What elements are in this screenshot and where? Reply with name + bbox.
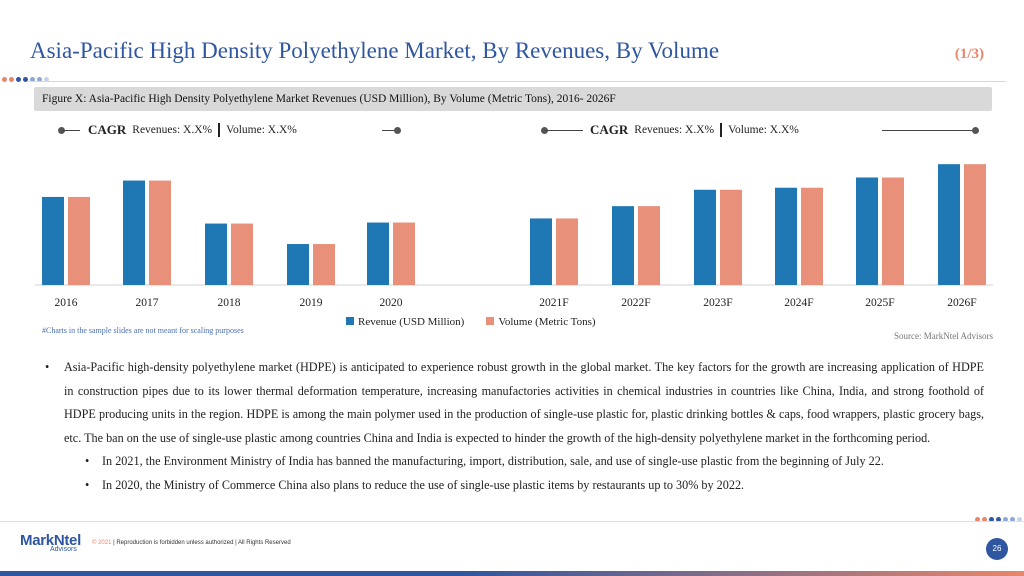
x-tick-label: 2024F <box>784 297 813 309</box>
bullet-sub-2: In 2020, the Ministry of Commerce China … <box>85 474 984 498</box>
bar-revenue-2020 <box>367 222 389 285</box>
company-logo: MarkNtel Advisors <box>20 532 81 553</box>
x-tick-label: 2016 <box>55 297 78 309</box>
bar-volume-2020 <box>393 222 415 285</box>
bar-revenue-2021F <box>530 218 552 285</box>
bar-volume-2017 <box>149 180 171 285</box>
bar-revenue-2016 <box>42 196 64 285</box>
logo-mark: MarkNtel <box>20 532 81 549</box>
bar-revenue-2025F <box>856 177 878 285</box>
cagr-right-line-a <box>545 130 583 131</box>
legend-item-revenue: Revenue (USD Million) <box>346 316 464 328</box>
bar-volume-2026F <box>964 164 986 285</box>
bar-volume-2016 <box>68 196 90 285</box>
bar-volume-2023F <box>720 189 742 285</box>
cagr-volume: Volume: X.X% <box>728 124 799 136</box>
x-tick-label: 2020 <box>380 297 403 309</box>
cagr-left-start-knob <box>58 127 65 134</box>
cagr-volume: Volume: X.X% <box>226 124 297 136</box>
cagr-right: CAGR Revenues: X.X% Volume: X.X% <box>590 122 799 138</box>
decorative-dots <box>2 77 49 82</box>
cagr-separator <box>218 123 221 137</box>
page-title: Asia-Pacific High Density Polyethylene M… <box>30 38 720 63</box>
bar-volume-2019 <box>313 244 335 285</box>
legend-item-volume: Volume (Metric Tons) <box>486 316 596 328</box>
cagr-right-line-b <box>882 130 974 131</box>
x-tick-label: 2018 <box>218 297 241 309</box>
cagr-right-start-knob <box>541 127 548 134</box>
chart-note: #Charts in the sample slides are not mea… <box>42 326 244 335</box>
cagr-revenues: Revenues: X.X% <box>634 124 715 136</box>
bar-volume-2021F <box>556 218 578 285</box>
bar-revenue-2022F <box>612 206 634 285</box>
chart-legend: Revenue (USD Million) Volume (Metric Ton… <box>346 316 596 328</box>
legend-swatch-volume <box>486 317 495 325</box>
x-tick-label: 2019 <box>300 297 323 309</box>
bar-revenue-2018 <box>205 223 227 285</box>
bar-volume-2022F <box>638 206 660 285</box>
bullet-main: Asia-Pacific high-density polyethylene m… <box>45 356 984 450</box>
cagr-left-line-b <box>382 130 398 131</box>
bar-revenue-2024F <box>775 187 797 285</box>
cagr-left: CAGR Revenues: X.X% Volume: X.X% <box>88 122 297 138</box>
legend-swatch-revenue <box>346 317 354 325</box>
legend-label-revenue: Revenue (USD Million) <box>358 316 465 328</box>
legend-label-volume: Volume (Metric Tons) <box>498 316 596 328</box>
cagr-left-end-knob <box>394 127 401 134</box>
decorative-dots-footer <box>975 517 1022 522</box>
bar-volume-2018 <box>231 223 253 285</box>
page-indicator: (1/3) <box>954 46 984 62</box>
cagr-revenues: Revenues: X.X% <box>132 124 213 136</box>
bar-revenue-2026F <box>938 164 960 285</box>
x-tick-label: 2026F <box>947 297 976 309</box>
x-tick-label: 2021F <box>539 297 568 309</box>
bar-revenue-2017 <box>123 180 145 285</box>
figure-caption: Figure X: Asia-Pacific High Density Poly… <box>34 87 992 111</box>
bar-revenue-2023F <box>694 189 716 285</box>
cagr-right-end-knob <box>972 127 979 134</box>
page-number: 26 <box>986 538 1008 560</box>
x-tick-label: 2025F <box>865 297 894 309</box>
chart-source: Source: MarkNtel Advisors <box>894 331 993 341</box>
copyright-text: | Reproduction is forbidden unless autho… <box>113 540 291 546</box>
x-tick-label: 2022F <box>621 297 650 309</box>
cagr-left-line-a <box>62 130 80 131</box>
bar-volume-2024F <box>801 187 823 285</box>
bar-volume-2025F <box>882 177 904 285</box>
cagr-label: CAGR <box>88 122 127 137</box>
footer-divider <box>0 521 1024 522</box>
header-divider <box>28 81 1006 82</box>
bullet-section: Asia-Pacific high-density polyethylene m… <box>45 356 984 498</box>
footer-color-bar <box>0 571 1024 576</box>
logo-subtext: Advisors <box>50 546 77 553</box>
copyright: © 2021 | Reproduction is forbidden unles… <box>92 540 291 546</box>
x-tick-label: 2017 <box>136 297 159 309</box>
bar-revenue-2019 <box>287 244 309 285</box>
cagr-label: CAGR <box>590 122 629 137</box>
copyright-year: © 2021 <box>92 540 112 546</box>
x-tick-label: 2023F <box>703 297 732 309</box>
bullet-sub-1: In 2021, the Environment Ministry of Ind… <box>85 450 984 474</box>
bar-chart: 2016 2017 2018 2019 2020 2021F 2022F 2023F 2024F… <box>35 164 993 309</box>
cagr-separator <box>720 123 723 137</box>
